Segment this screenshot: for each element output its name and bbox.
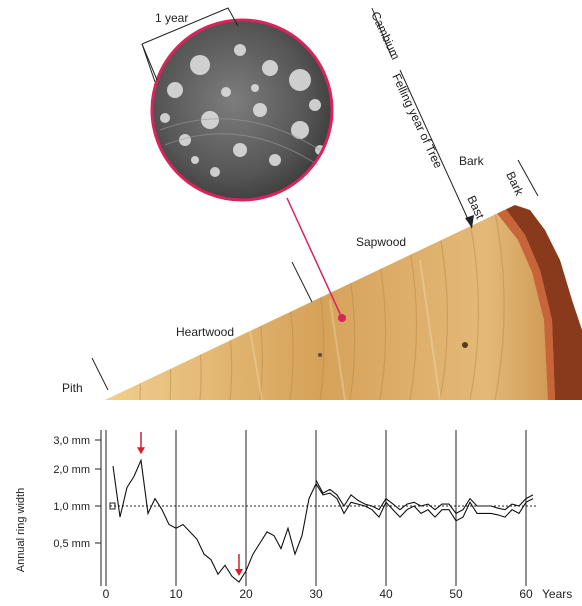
ring-width-chart: Annual ring width 3,0 mm 2,0 mm 1,0 mm 0,5 … <box>15 430 572 601</box>
start-marker <box>109 502 116 510</box>
x-tick-label: 40 <box>379 587 393 601</box>
pith-label: Pith <box>62 381 83 395</box>
series-line-2 <box>315 479 534 515</box>
sapwood-label: Sapwood <box>356 235 406 249</box>
x-tick-label: 50 <box>449 587 463 601</box>
red-arrow-head <box>137 447 145 455</box>
red-arrows <box>137 432 243 576</box>
bark-label-lower: Bark <box>503 169 527 198</box>
y-tick-label: 3,0 mm <box>53 435 90 447</box>
y-axis-label: Annual ring width <box>15 488 27 572</box>
x-ticks: 0 10 20 30 40 50 60 <box>103 587 533 601</box>
x-axis-label: Years <box>542 587 572 601</box>
red-arrow-head <box>235 569 243 576</box>
x-tick-label: 30 <box>309 587 323 601</box>
y-tick-label: 2,0 mm <box>53 464 90 476</box>
felling-year-label: Felling year of Tree <box>389 71 445 170</box>
x-gridlines <box>175 430 527 586</box>
growth-rings <box>139 205 582 400</box>
wood-cross-section <box>105 205 582 400</box>
x-tick-label: 0 <box>103 587 110 601</box>
wood-wedge <box>105 205 582 400</box>
y-ticks: 3,0 mm 2,0 mm 1,0 mm 0,5 mm <box>53 435 101 550</box>
series-line-1 <box>112 458 534 583</box>
magnifier-ring <box>150 18 334 202</box>
y-tick-label: 1,0 mm <box>53 501 90 513</box>
bark-layer <box>505 205 582 400</box>
series-lines <box>112 458 534 583</box>
heartwood-label: Heartwood <box>176 325 234 339</box>
x-tick-label: 20 <box>239 587 253 601</box>
y-tick-label: 0,5 mm <box>53 538 90 550</box>
bark-label-upper: Bark <box>459 154 485 168</box>
bast-layer <box>496 208 555 400</box>
one-year-label: 1 year <box>155 11 188 25</box>
magnifier-target-dot <box>338 314 346 322</box>
magnifier: 1 year <box>141 7 346 322</box>
magnifier-pointer <box>286 197 343 319</box>
vessel-pores <box>160 44 325 177</box>
cambium-label: Cambium <box>368 9 402 61</box>
x-tick-label: 60 <box>519 587 533 601</box>
x-tick-label: 10 <box>169 587 183 601</box>
